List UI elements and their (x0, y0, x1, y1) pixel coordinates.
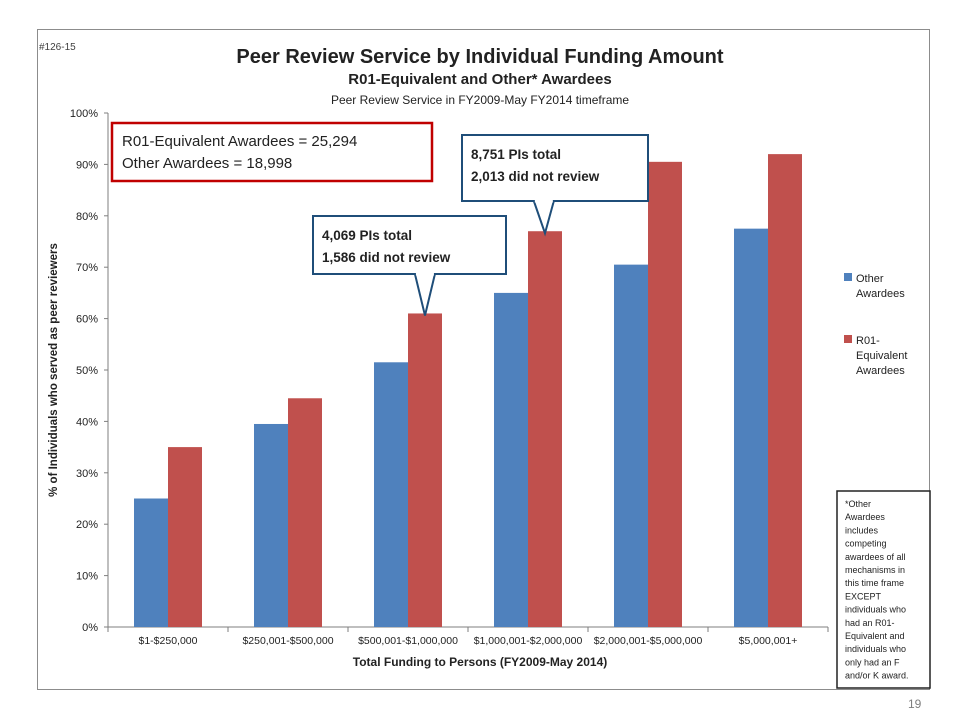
chart-title: Peer Review Service by Individual Fundin… (236, 46, 723, 68)
callout-pointer (534, 201, 554, 233)
y-tick-label: 100% (70, 108, 98, 120)
footnote-line: and/or K award. (845, 671, 909, 681)
bar (134, 499, 168, 628)
bar (374, 362, 408, 627)
totals-box (112, 123, 432, 181)
callout-line: 1,586 did not review (322, 250, 451, 265)
x-tick-label: $5,000,001+ (739, 635, 798, 647)
y-tick-label: 70% (76, 262, 98, 274)
x-tick-label: $1-$250,000 (139, 635, 198, 647)
legend-label: Awardees (856, 288, 905, 300)
page-number: 19 (908, 697, 921, 711)
footnote-line: mechanisms in (845, 565, 905, 575)
bar (254, 424, 288, 627)
footnote-line: includes (845, 525, 879, 535)
bar (614, 265, 648, 627)
bar (648, 162, 682, 627)
footnote-line: *Other (845, 499, 871, 509)
bar (408, 313, 442, 627)
footnote-line: Equivalent and (845, 631, 905, 641)
bar (528, 231, 562, 627)
x-tick-label: $2,000,001-$5,000,000 (594, 635, 703, 647)
callout-line: 4,069 PIs total (322, 228, 412, 243)
x-axis-title: Total Funding to Persons (FY2009-May 201… (353, 655, 608, 669)
callout-pointer (415, 274, 435, 315)
totals-line: Other Awardees = 18,998 (122, 155, 292, 172)
y-tick-label: 10% (76, 571, 98, 583)
callout-box (313, 216, 506, 274)
chart-subtitle: R01-Equivalent and Other* Awardees (348, 71, 611, 88)
legend-label: R01- (856, 335, 880, 347)
y-tick-label: 40% (76, 416, 98, 428)
legend-swatch (844, 273, 852, 281)
x-tick-label: $1,000,001-$2,000,000 (474, 635, 583, 647)
footnote-line: this time frame (845, 578, 904, 588)
legend-label: Equivalent (856, 350, 907, 362)
footnote-line: only had an F (845, 657, 900, 667)
callout-box (462, 135, 648, 201)
bar (168, 447, 202, 627)
y-tick-label: 80% (76, 211, 98, 223)
slide-id-label: #126-15 (39, 42, 76, 53)
footnote-line: had an R01- (845, 618, 895, 628)
y-tick-label: 90% (76, 159, 98, 171)
footnote-line: individuals who (845, 644, 906, 654)
y-tick-label: 30% (76, 468, 98, 480)
y-axis-title: % of Individuals who served as peer revi… (48, 243, 60, 497)
y-tick-label: 60% (76, 314, 98, 326)
callout-line: 8,751 PIs total (471, 147, 561, 162)
bar (734, 229, 768, 627)
x-tick-label: $500,001-$1,000,000 (358, 635, 458, 647)
x-tick-label: $250,001-$500,000 (242, 635, 333, 647)
y-tick-label: 0% (82, 622, 98, 634)
bar (288, 398, 322, 627)
legend-label: Other (856, 273, 884, 285)
legend-label: Awardees (856, 365, 905, 377)
footnote-line: awardees of all (845, 552, 906, 562)
footnote-line: Awardees (845, 512, 885, 522)
bar (768, 154, 802, 627)
bar (494, 293, 528, 627)
bar-chart: #126-15 Peer Review Service by Individual… (0, 0, 960, 720)
chart-subtitle-2: Peer Review Service in FY2009-May FY2014… (331, 93, 629, 107)
legend-swatch (844, 335, 852, 343)
y-tick-label: 50% (76, 365, 98, 377)
footnote-line: EXCEPT (845, 591, 882, 601)
callout-line: 2,013 did not review (471, 169, 600, 184)
footnote-line: individuals who (845, 605, 906, 615)
footnote-line: competing (845, 539, 887, 549)
totals-line: R01-Equivalent Awardees = 25,294 (122, 133, 357, 150)
y-tick-label: 20% (76, 519, 98, 531)
